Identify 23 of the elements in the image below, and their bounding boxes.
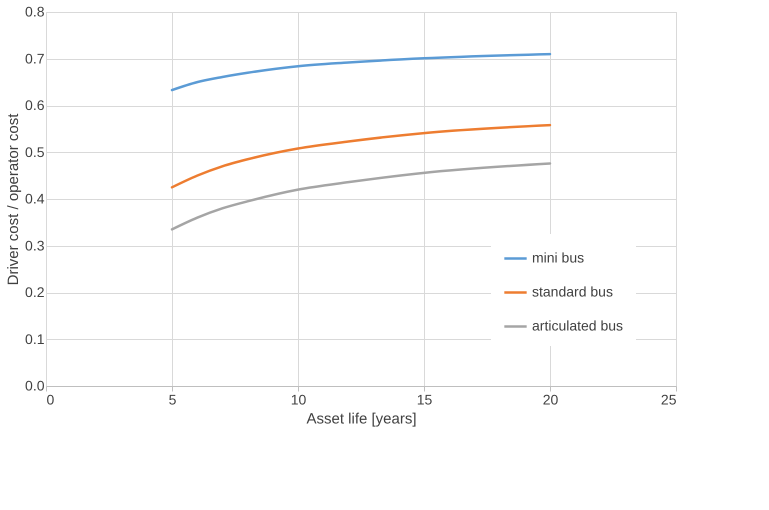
x-tick-label: 0 — [46, 392, 54, 408]
x-tick-label: 20 — [542, 392, 558, 408]
x-tick-label: 15 — [416, 392, 432, 408]
y-tick-label: 0.6 — [25, 97, 45, 113]
x-tick-label: 25 — [660, 392, 677, 408]
y-tick-label: 0.1 — [25, 330, 45, 347]
legend-label: mini bus — [532, 250, 584, 266]
y-tick-label: 0.8 — [25, 4, 45, 20]
y-tick-label: 0.3 — [25, 237, 45, 254]
line-series — [170, 124, 552, 189]
y-tick-label: 0.5 — [25, 144, 45, 160]
x-axis-title: Asset life [years] — [306, 410, 417, 428]
y-tick-label: 0.7 — [25, 50, 45, 66]
line-series — [170, 162, 552, 231]
legend-label: standard bus — [532, 284, 613, 300]
x-tick-label: 10 — [290, 392, 306, 408]
y-tick-label: 0.0 — [25, 378, 45, 394]
y-axis-title: Driver cost / operator cost — [5, 112, 22, 286]
x-tick-label: 5 — [168, 392, 177, 408]
line-series — [170, 52, 552, 92]
y-tick-label: 0.2 — [25, 284, 45, 300]
y-tick-label: 0.4 — [25, 190, 45, 206]
legend-label: articulated bus — [532, 318, 624, 334]
